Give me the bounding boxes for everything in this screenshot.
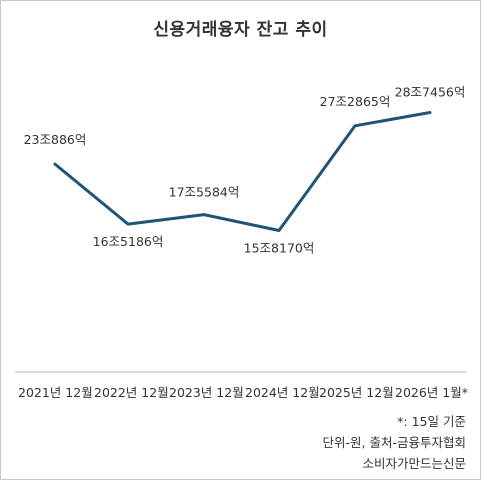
data-label: 28조7456억 [395,85,466,100]
series-line [53,111,432,232]
x-tick-label: 2026년 1월* [395,385,468,400]
x-tick-label: 2025년 12월 [319,385,394,400]
data-label: 27조2865억 [320,94,391,109]
x-tick-label: 2021년 12월 [18,385,93,400]
x-tick-label: 2023년 12월 [169,385,244,400]
source-note: 단위-원, 출처-금융투자협회 [322,435,466,450]
data-label: 23조886억 [24,132,87,147]
chart-title: 신용거래융자 잔고 추이 [153,20,328,40]
footer: *: 15일 기준 단위-원, 출처-금융투자협회 소비자가만드는신문 [323,411,466,474]
data-label: 16조5186억 [93,234,164,249]
x-tick-label: 2022년 12월 [94,385,169,400]
footnote: *: 15일 기준 [397,414,466,429]
publisher-credit: 소비자가만드는신문 [362,456,466,471]
data-label: 15조8170억 [244,241,315,256]
x-tick-label: 2024년 12월 [245,385,320,400]
data-label: 17조5584억 [169,185,240,200]
